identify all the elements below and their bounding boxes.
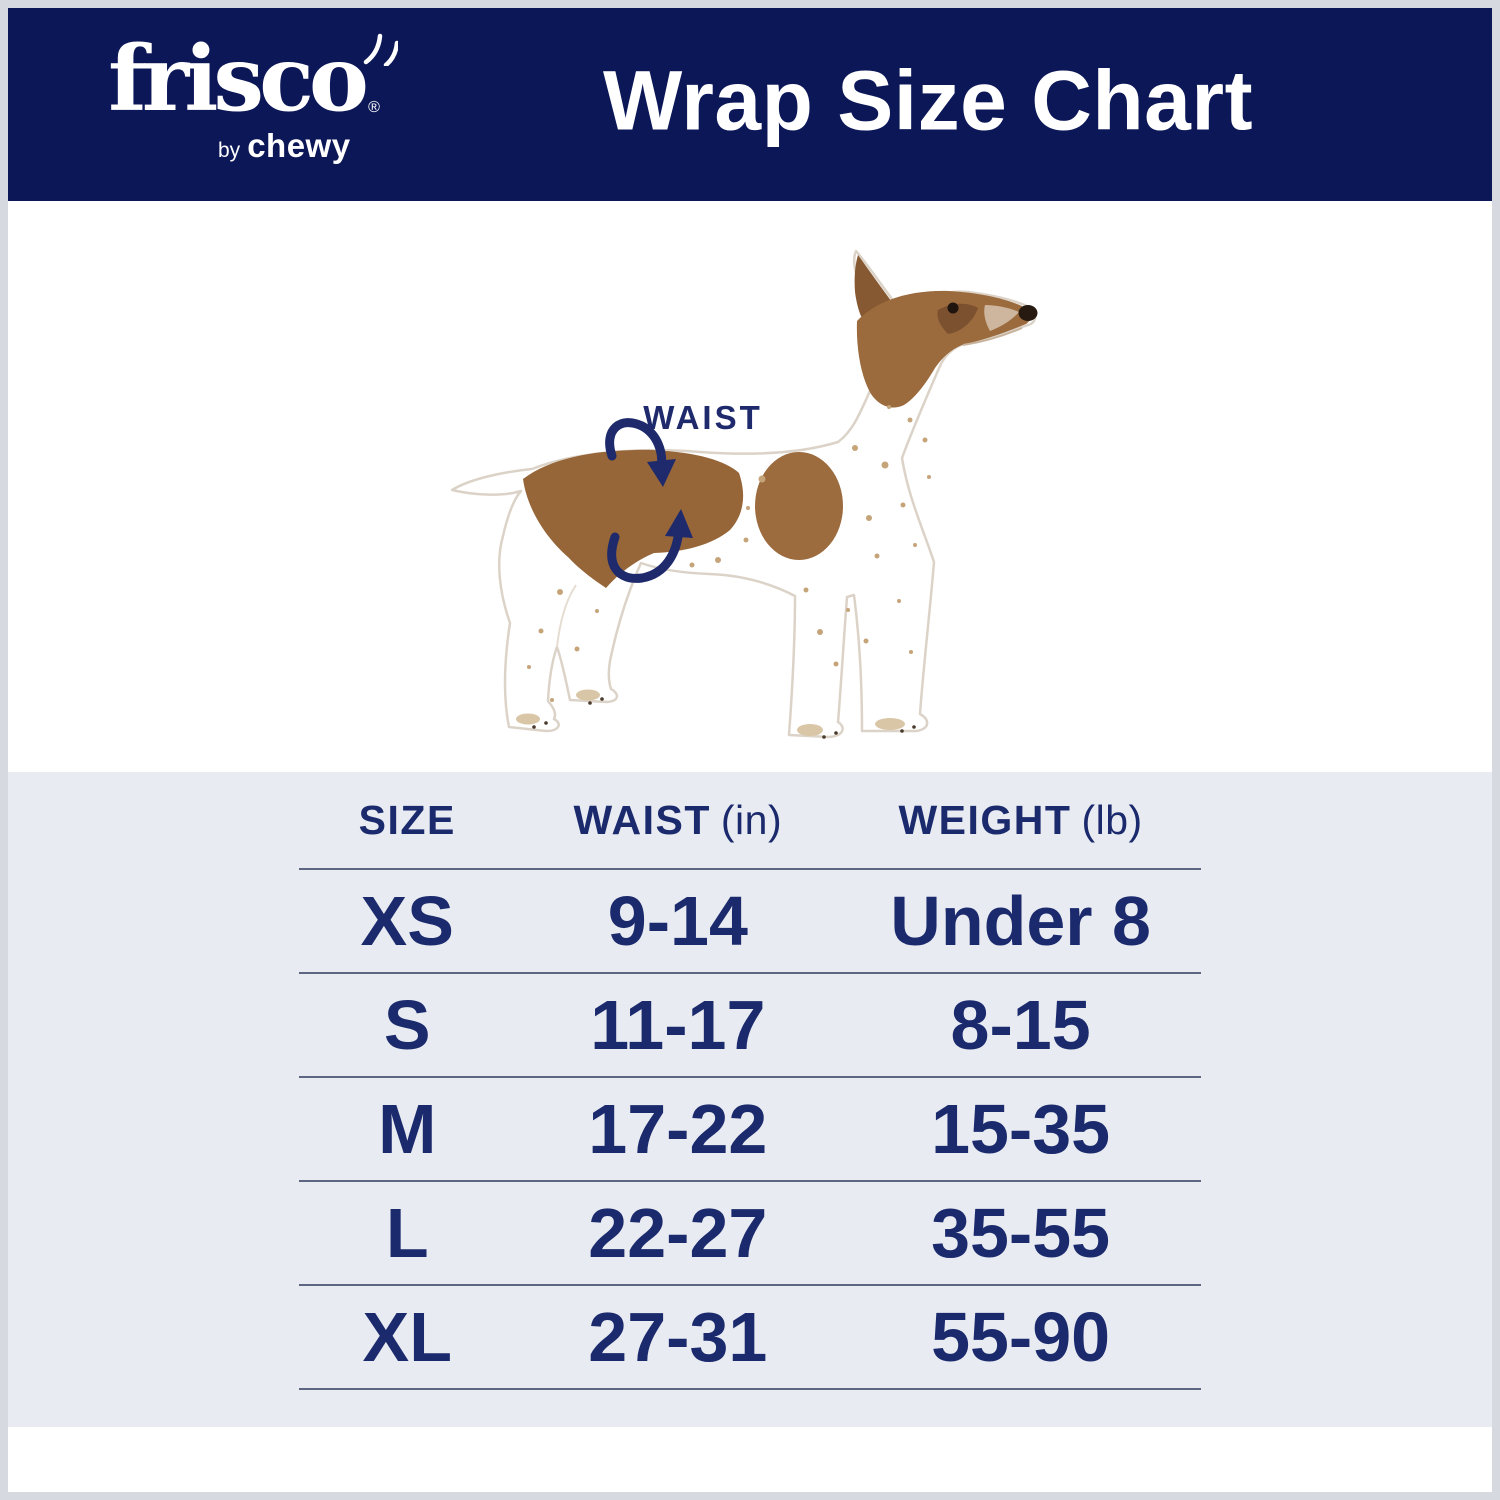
size-value: XS <box>360 882 454 960</box>
waist-arrowheads <box>647 459 693 538</box>
logo-swoosh-icon <box>363 33 398 66</box>
by-label: by <box>218 138 241 162</box>
size-value: XL <box>362 1298 452 1376</box>
waist-value: 11-17 <box>590 986 766 1064</box>
size-value: M <box>378 1090 437 1168</box>
frisco-logo-wordmark: frisco ® <box>108 32 398 127</box>
dog-shoulder-patch <box>755 452 843 560</box>
table-row-m: M 17-22 15-35 <box>299 1078 1201 1182</box>
waist-value: 17-22 <box>588 1090 768 1168</box>
frisco-logo-text: frisco <box>108 26 369 132</box>
size-table: SIZE WAIST (in) WEIGHT (lb) XS 9-14 Under … <box>299 772 1201 1390</box>
column-header-waist: WAIST (in) <box>515 796 840 843</box>
size-table-section: SIZE WAIST (in) WEIGHT (lb) XS 9-14 Under … <box>8 772 1492 1427</box>
weight-value: 55-90 <box>931 1298 1111 1376</box>
weight-value: 15-35 <box>931 1090 1111 1168</box>
infographic-inner: frisco ® by chewy Wrap Size Chart <box>8 8 1492 1492</box>
table-row-l: L 22-27 35-55 <box>299 1182 1201 1286</box>
weight-value: 35-55 <box>931 1194 1111 1272</box>
dog-nose <box>1018 305 1038 321</box>
waist-value: 27-31 <box>588 1298 768 1376</box>
dog-illustration: WAIST <box>450 249 1038 739</box>
dog-eye <box>947 302 959 314</box>
by-chewy-lockup: by chewy <box>100 127 372 165</box>
column-header-size: SIZE <box>299 796 515 843</box>
weight-header-unit: (lb) <box>1081 796 1143 843</box>
dog-diagram-section: WAIST <box>8 201 1492 772</box>
column-header-weight: WEIGHT (lb) <box>840 796 1201 843</box>
dog-paws <box>516 689 916 739</box>
weight-header-label: WEIGHT <box>898 796 1072 843</box>
table-row-xl: XL 27-31 55-90 <box>299 1286 1201 1390</box>
weight-value: 8-15 <box>950 986 1091 1064</box>
bottom-white-strip <box>8 1427 1492 1492</box>
dog-rump-patch <box>523 449 744 588</box>
size-header-label: SIZE <box>358 796 456 843</box>
table-header-row: SIZE WAIST (in) WEIGHT (lb) <box>299 772 1201 870</box>
table-row-xs: XS 9-14 Under 8 <box>299 870 1201 974</box>
dog-body <box>450 249 1038 739</box>
page-title: Wrap Size Chart <box>602 53 1254 148</box>
chewy-wordmark: chewy <box>247 126 351 164</box>
frisco-logo: frisco ® by chewy <box>100 32 398 165</box>
size-value: S <box>383 986 431 1064</box>
dog-speckles <box>527 405 931 702</box>
header-bar: frisco ® by chewy Wrap Size Chart <box>8 8 1492 201</box>
size-value: L <box>385 1194 429 1272</box>
table-row-s: S 11-17 8-15 <box>299 974 1201 1078</box>
registered-mark: ® <box>368 98 380 116</box>
waist-header-label: WAIST <box>573 796 711 843</box>
waist-measure-arrows <box>605 418 684 583</box>
weight-value: Under 8 <box>890 882 1151 960</box>
waist-header-unit: (in) <box>720 796 783 843</box>
waist-value: 22-27 <box>588 1194 768 1272</box>
waist-value: 9-14 <box>607 882 748 960</box>
dog-far-ear <box>937 303 978 334</box>
waist-label: WAIST <box>643 399 763 436</box>
